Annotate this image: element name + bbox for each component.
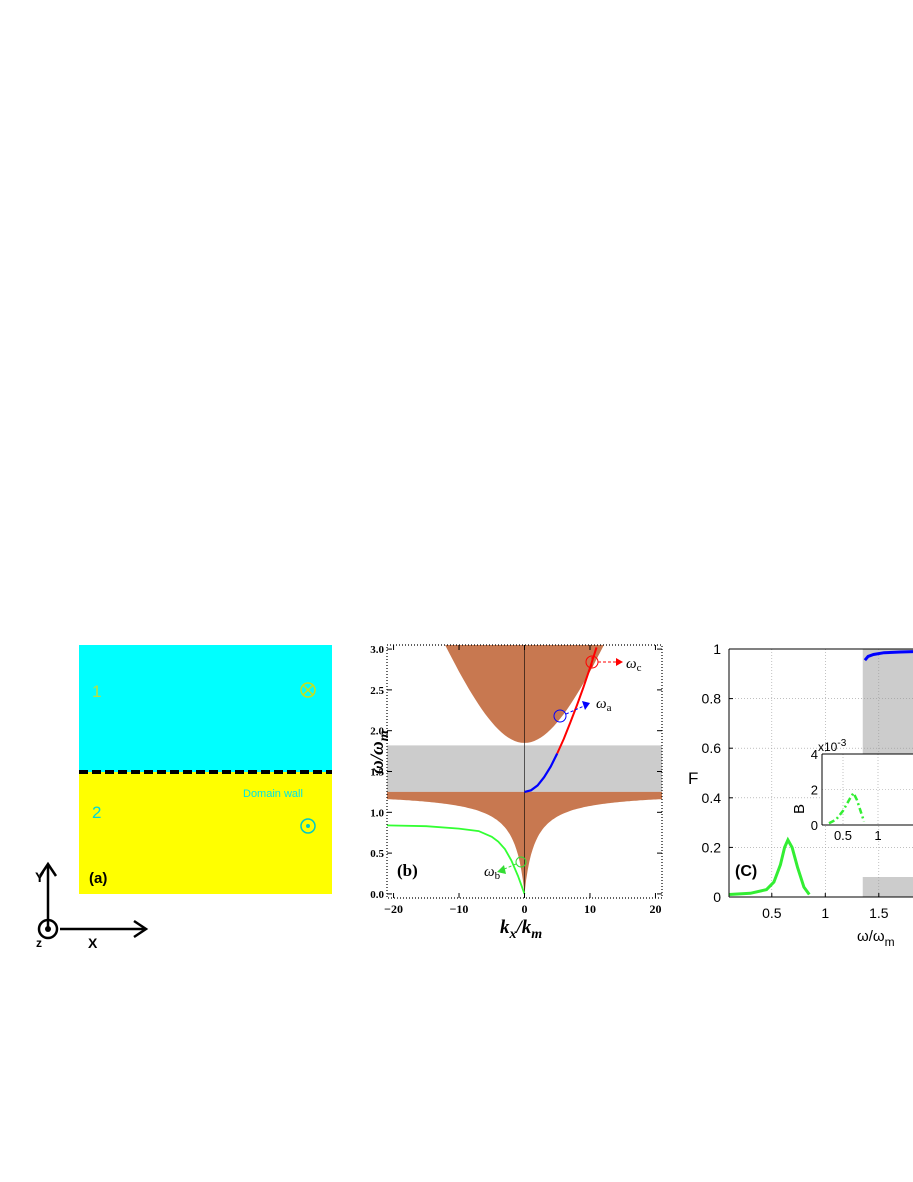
b-xtick-label: −20 [384,902,403,916]
z-axis-out-icon [37,918,59,940]
panel-c-xlabel-main: ω/ω [857,928,885,945]
series-omega-a-line [524,753,559,793]
inset-scale-exp: -3 [837,738,846,749]
svg-text:ωb: ωb [484,864,501,882]
axis-x-label: X [88,935,98,951]
b-xtick-label: 10 [584,902,596,916]
omega-b-symbol: ω [484,864,495,880]
panel-a-label: (a) [89,870,107,887]
b-ytick-label: 0.0 [370,889,384,901]
panel-c: 0 0.2 0.4 0.6 0.8 1 0.5 1 1.5 0 2 4 0.5 1 (C) F ω/ωm… [688,641,913,949]
panel-a: 1 2 Domain wall (a) Y X z [35,645,332,951]
c-ytick-label: 0.6 [702,740,722,756]
inset-xtick-label: 1 [874,828,881,843]
svg-text:ωc: ωc [626,656,642,674]
panel-b-plot-area [387,645,662,898]
panel-b-clip-group [387,645,662,898]
series-omega-b-line [387,824,526,895]
inset-scale-label: x10-3 [818,738,847,754]
region-2-yellow [79,772,332,894]
b-xtick-label: 20 [649,902,661,916]
omega-c-sub: c [637,662,642,674]
ylabel-omega-m-sub: m [377,730,392,741]
annotation-omega-a: ωa [553,696,612,723]
region-1-number: 1 [92,682,101,701]
b-ytick-label: 3.0 [370,644,384,656]
c-series-blue [863,650,913,662]
c-xtick-label: 0.5 [762,905,782,921]
magnetization-into-icon [300,682,316,698]
domain-wall-label: Domain wall [243,788,303,800]
b-ytick-label: 1.5 [370,767,384,779]
axis-y-label: Y [35,869,45,885]
panel-c-ylabel: F [688,769,698,788]
omega-a-sub: a [607,702,612,714]
omega-c-symbol: ω [626,656,637,672]
xlabel-k: k [500,917,510,938]
inset-xtick-label: 0.5 [834,828,852,843]
c-xtick-label: 1.5 [869,905,889,921]
region-1-cyan [79,645,332,772]
panel-c-inset: 0 2 4 0.5 1 [811,747,913,843]
magnetization-out-icon [300,818,316,834]
svg-text:ω/ωm: ω/ωm [367,730,392,774]
panel-b: −20 −10 0 10 20 0.0 0.5 1.0 1.5 2.0 2.5 3.0 (b) ω/ω… [367,644,663,942]
coordinate-axes: Y X z [35,861,149,951]
b-xtick-label: −10 [450,902,469,916]
panel-b-axes: −20 −10 0 10 20 0.0 0.5 1.0 1.5 2.0 2.5 3.0 [370,644,663,916]
panel-b-xlabel: kx/km [500,917,542,942]
c-ytick-label: 0 [713,889,721,905]
inset-ylabel-text: B [791,804,808,814]
inset-ylabel: B [791,804,808,814]
inset-ytick-label: 0 [811,818,818,833]
inset-series-green [828,790,866,825]
c-ytick-label: 1 [713,641,721,657]
inset-scale-base: x10 [818,740,838,754]
axis-z-label: z [36,936,42,950]
ylabel-omega-ratio: ω/ω [367,741,388,774]
panel-c-xlabel-sub: m [885,935,895,949]
b-ytick-label: 2.0 [370,726,384,738]
c-ytick-label: 0.2 [702,839,722,855]
c-series-green [729,836,811,896]
inset-clip-group [822,754,913,825]
xlabel-over-k: /k [515,917,532,938]
c-ytick-label: 0.8 [702,691,722,707]
annotation-omega-b: ωb [484,856,527,882]
panel-b-ylabel: ω/ωm [367,730,392,774]
region-2-number: 2 [92,803,101,822]
omega-b-sub: b [495,870,501,882]
panel-b-label: (b) [397,861,418,880]
b-ytick-label: 0.5 [370,848,384,860]
svg-text:ωa: ωa [596,696,612,714]
annotation-omega-c: ωc [585,655,642,674]
panel-c-xlabel: ω/ωm [857,928,895,949]
inset-ytick-label: 4 [811,747,818,762]
c-gap-band-lower [862,877,913,897]
b-ytick-label: 2.5 [370,685,384,697]
b-ytick-label: 1.0 [370,807,384,819]
xlabel-x-sub: x [509,927,517,942]
panel-c-label: (C) [735,863,757,880]
b-xtick-label: 0 [522,902,528,916]
omega-a-symbol: ω [596,696,607,712]
c-xtick-label: 1 [821,905,829,921]
xlabel-m-sub: m [531,927,542,942]
inset-ytick-label: 2 [811,783,818,798]
c-ytick-label: 0.4 [702,790,722,806]
